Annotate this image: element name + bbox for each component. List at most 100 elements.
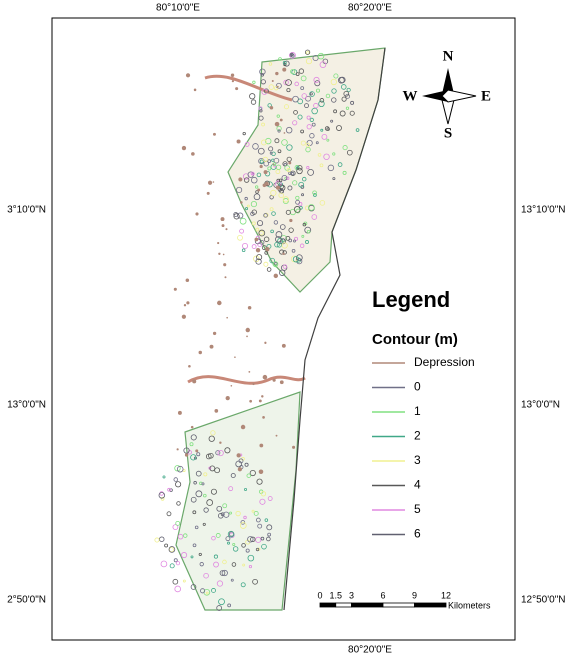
contour-speck [190,555,194,559]
contour-speck [269,151,273,155]
legend-label: 3 [414,453,421,467]
contour-speck [295,195,300,201]
depression-speck [217,300,222,306]
contour-speck [301,234,305,238]
contour-speck [287,185,293,191]
contour-speck [175,481,182,488]
contour-speck [250,171,255,176]
contour-speck [242,563,246,567]
contour-speck [251,509,255,513]
contour-speck [276,242,282,248]
contour-speck [225,536,231,542]
depression-speck [262,374,268,380]
contour-speck [270,229,274,234]
contour-speck [278,178,283,183]
depression-speck [206,191,210,195]
depression-speck [234,356,236,358]
legend-subtitle: Contour (m) [372,331,458,348]
contour-speck [292,95,299,103]
contour-speck [250,536,256,542]
contour-speck [281,174,288,181]
graticule-labels: 80°10'0"E 80°20'0"E 80°20'0"E 3°10'0"N 1… [7,3,565,656]
contour-speck [341,96,347,102]
contour-speck [260,536,265,541]
contour-speck [213,561,219,568]
contour-speck [285,126,293,134]
depression-speck [225,395,230,401]
depression-speck [245,327,250,333]
contour-speck [265,137,272,145]
contour-speck [311,214,318,220]
contour-speck [167,487,171,492]
contour-speck [295,72,300,76]
depression-speck [254,237,259,242]
contour-speck [292,180,298,186]
contour-speck [269,257,275,264]
depression-speck [218,252,221,255]
legend: Depression 0 1 2 3 4 5 6 [372,355,475,541]
contour-speck [333,73,339,79]
contour-speck [231,562,237,567]
contour-speck [246,473,252,478]
legend-label: 5 [414,502,421,516]
contour-speck [251,221,256,226]
depression-speck [292,445,296,449]
contour-speck [214,467,221,474]
contour-speck [290,69,296,75]
river [204,74,293,102]
contour-speck [255,547,260,552]
contour-speck [275,231,283,238]
contour-speck [236,186,243,194]
contour-speck [256,254,263,261]
contour-speck [221,569,228,577]
depression-speck [275,71,279,76]
depression-speck [264,341,267,344]
contour-speck [162,475,166,479]
contour-speck [215,533,221,538]
depression-speck [266,91,268,94]
contour-speck [266,536,271,542]
river [187,375,306,385]
contour-speck [319,163,324,168]
depression-speck [237,467,243,472]
longitude-label: 80°20'0"E [348,645,392,656]
contour-speck [304,103,309,109]
contour-speck [242,242,249,250]
contour-speck [289,52,296,59]
contour-speck [193,481,197,485]
scale-segment [335,602,352,608]
contour-speck [267,532,272,537]
contour-speck [217,449,224,457]
contour-speck [253,510,259,516]
contour-speck [293,239,296,243]
contour-speck [176,501,181,506]
legend-label: 1 [414,404,421,418]
depression-speck [212,181,215,183]
contour-speck [355,128,360,132]
contour-speck [158,492,166,499]
contour-speck [273,220,279,225]
depression-speck [272,163,275,166]
contour-speck [317,52,325,60]
compass-letter: S [444,125,452,141]
depression-speck [238,177,243,182]
contour-speck [159,536,165,542]
contour-speck [173,558,178,563]
contour-speck [257,241,263,247]
contour-speck [266,524,273,531]
contour-speck [224,447,231,454]
contour-speck [263,213,268,218]
contour-speck [282,196,289,203]
depression-speck [282,67,287,72]
depression-speck [217,241,220,245]
contour-speck [237,234,243,241]
contour-speck [262,156,269,163]
contour-speck [215,450,221,456]
contour-speck [285,79,292,86]
depression-speck [246,335,248,338]
contour-speck [292,120,298,126]
legend-label: 6 [414,527,421,541]
contour-speck [259,159,264,164]
contour-speck [255,536,262,543]
